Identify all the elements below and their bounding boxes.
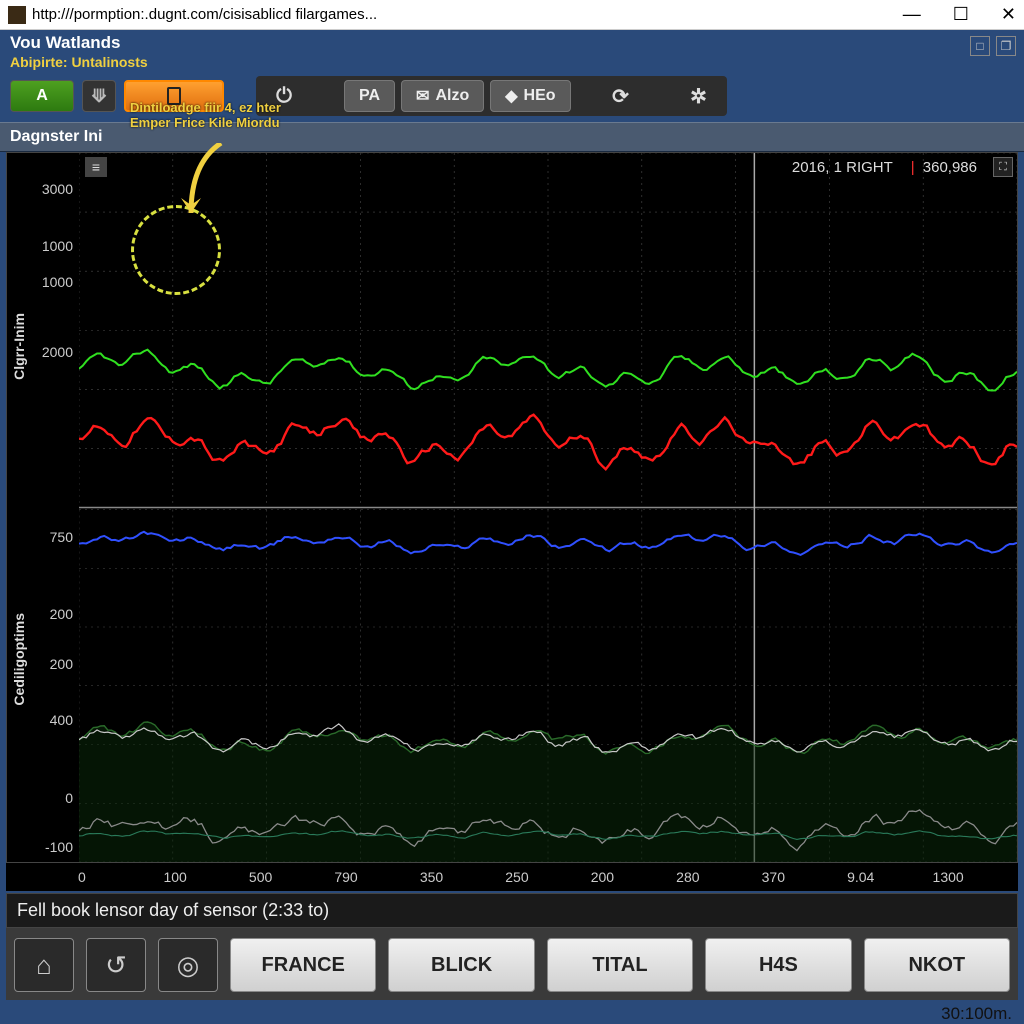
btn-tital[interactable]: TITAL xyxy=(547,938,693,992)
close-icon[interactable]: ✕ xyxy=(1001,4,1016,25)
readout-left: 2016, 1 RIGHT xyxy=(792,159,893,176)
btn-blick[interactable]: BLICK xyxy=(388,938,534,992)
bottom-button-row: ⌂ ↺ ◎ FRANCE BLICK TITAL H4S NKOT xyxy=(6,928,1018,1000)
menu-icon[interactable]: ≡ xyxy=(85,157,107,177)
pa-button[interactable]: PA xyxy=(344,80,395,112)
y-ticks: 30001000100020007502002004000-100 xyxy=(7,153,79,862)
footer-text: 30:100m. xyxy=(0,1000,1024,1024)
app-title: Vou Watlands xyxy=(0,30,1024,54)
favicon-icon xyxy=(8,6,26,24)
alzo-button[interactable]: ✉Alzo xyxy=(401,80,484,112)
home-button[interactable]: ⌂ xyxy=(14,938,74,992)
panel-max-icon[interactable]: □ xyxy=(970,36,990,56)
app-shell: Vou Watlands Abipirte: Untalinosts □ ❐ A… xyxy=(0,30,1024,1024)
btn-nkot[interactable]: NKOT xyxy=(864,938,1010,992)
heo-label: HEo xyxy=(524,87,556,105)
browser-bar: — ☐ ✕ xyxy=(0,0,1024,30)
power-icon[interactable]: ⏻ xyxy=(266,80,302,112)
panel-title-text: Dagnster Ini xyxy=(10,128,102,145)
x-axis: 01005007903502502002803709.041300 xyxy=(6,863,1018,891)
chart-svg xyxy=(79,153,1017,862)
panel-title: Dagnster Ini xyxy=(0,122,1024,152)
settings-icon[interactable]: ✲ xyxy=(681,80,717,112)
window-controls: — ☐ ✕ xyxy=(903,4,1016,25)
search-icon[interactable]: ⟳ xyxy=(603,80,639,112)
mode-a-button[interactable]: A xyxy=(10,80,74,112)
app-subtitle: Abipirte: Untalinosts xyxy=(0,54,1024,72)
plot-region[interactable]: ≡ ⛶ 2016, 1 RIGHT | 360,986 xyxy=(79,153,1017,862)
minimize-icon[interactable]: — xyxy=(903,4,921,25)
readout-right: 360,986 xyxy=(923,159,977,176)
toolbar-group: ⏻ PA ✉Alzo ◆HEo ⟳ ✲ xyxy=(256,76,727,116)
toolbar: A ⟱ ⏻ PA ✉Alzo ◆HEo ⟳ ✲ Dintiloadge fiir… xyxy=(0,72,1024,122)
heo-button[interactable]: ◆HEo xyxy=(490,80,570,112)
chart-readout: 2016, 1 RIGHT | 360,986 xyxy=(792,159,977,176)
target-button[interactable]: ◎ xyxy=(158,938,218,992)
panel-restore-icon[interactable]: ❐ xyxy=(996,36,1016,56)
btn-france[interactable]: FRANCE xyxy=(230,938,376,992)
status-bar: Fell book lensor day of sensor (2:33 to) xyxy=(6,893,1018,928)
history-button[interactable]: ↺ xyxy=(86,938,146,992)
btn-h4s[interactable]: H4S xyxy=(705,938,851,992)
maximize-icon[interactable]: ☐ xyxy=(953,4,969,25)
fullscreen-icon[interactable]: ⛶ xyxy=(993,157,1013,177)
pin-button[interactable]: ⟱ xyxy=(82,80,116,112)
record-button[interactable] xyxy=(124,80,224,112)
readout-marker-icon: | xyxy=(911,159,915,176)
alzo-label: Alzo xyxy=(435,87,469,105)
url-input[interactable] xyxy=(32,6,883,23)
y-axis-panel: Clgrr-Inim Cediligoptims 300010001000200… xyxy=(7,153,79,862)
chart-area: Clgrr-Inim Cediligoptims 300010001000200… xyxy=(6,152,1018,863)
